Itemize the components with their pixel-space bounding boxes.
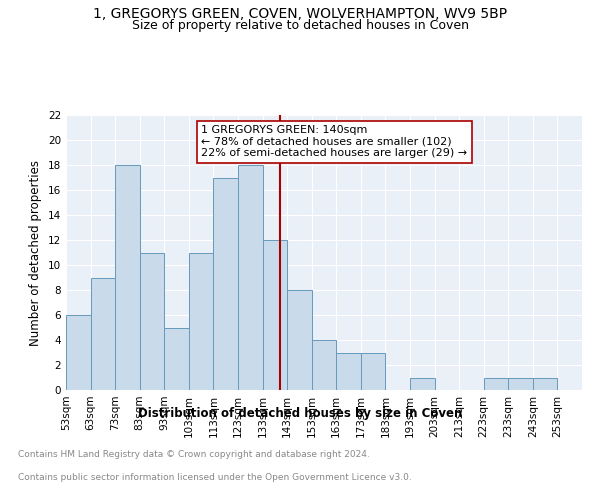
Bar: [189, 252, 214, 390]
Bar: [410, 378, 434, 390]
Bar: [484, 378, 508, 390]
Bar: [533, 378, 557, 390]
Bar: [361, 352, 385, 390]
Bar: [66, 315, 91, 390]
Bar: [287, 290, 312, 390]
Bar: [140, 252, 164, 390]
Text: 1, GREGORYS GREEN, COVEN, WOLVERHAMPTON, WV9 5BP: 1, GREGORYS GREEN, COVEN, WOLVERHAMPTON,…: [93, 8, 507, 22]
Bar: [164, 328, 189, 390]
Bar: [508, 378, 533, 390]
Text: Size of property relative to detached houses in Coven: Size of property relative to detached ho…: [131, 19, 469, 32]
Bar: [263, 240, 287, 390]
Bar: [312, 340, 336, 390]
Text: Contains public sector information licensed under the Open Government Licence v3: Contains public sector information licen…: [18, 472, 412, 482]
Text: Contains HM Land Registry data © Crown copyright and database right 2024.: Contains HM Land Registry data © Crown c…: [18, 450, 370, 459]
Bar: [336, 352, 361, 390]
Text: Distribution of detached houses by size in Coven: Distribution of detached houses by size …: [138, 408, 462, 420]
Y-axis label: Number of detached properties: Number of detached properties: [29, 160, 43, 346]
Text: 1 GREGORYS GREEN: 140sqm
← 78% of detached houses are smaller (102)
22% of semi-: 1 GREGORYS GREEN: 140sqm ← 78% of detach…: [201, 125, 467, 158]
Bar: [115, 165, 140, 390]
Bar: [214, 178, 238, 390]
Bar: [91, 278, 115, 390]
Bar: [238, 165, 263, 390]
